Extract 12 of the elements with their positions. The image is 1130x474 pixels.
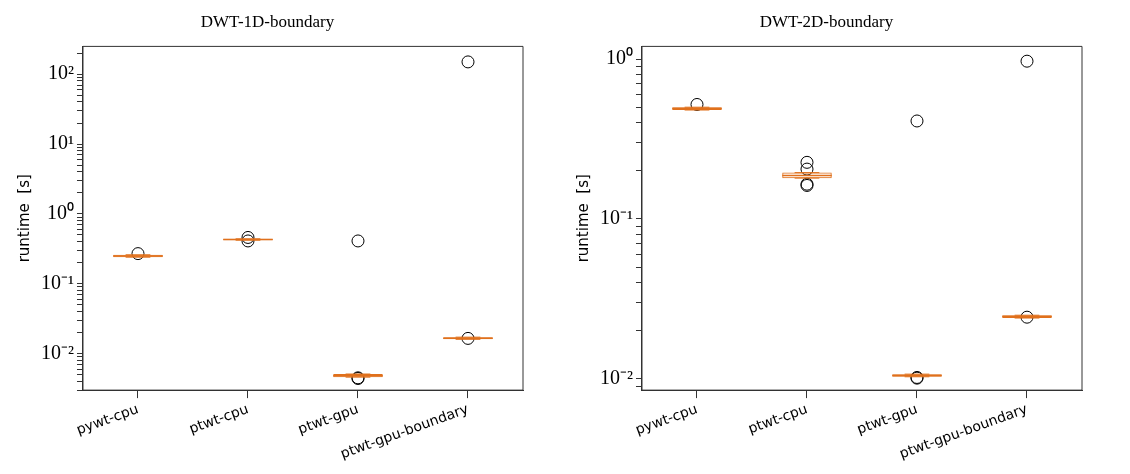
y-tick-label: 10² — [48, 61, 74, 84]
y-tick-label: 10¹ — [48, 131, 74, 154]
chart-title: DWT-2D-boundary — [759, 11, 894, 31]
chart-title: DWT-1D-boundary — [200, 11, 335, 31]
y-tick-label: 10⁻² — [600, 366, 633, 389]
y-tick-label: 10⁻¹ — [600, 206, 633, 229]
y-axis-title: runtime [s] — [573, 174, 592, 263]
y-tick-label: 10⁰ — [47, 201, 74, 224]
y-axis-title: runtime [s] — [14, 174, 33, 263]
y-tick-label: 10⁰ — [606, 46, 633, 69]
y-tick-label: 10⁻¹ — [41, 271, 74, 293]
y-tick-label: 10⁻² — [41, 340, 74, 363]
